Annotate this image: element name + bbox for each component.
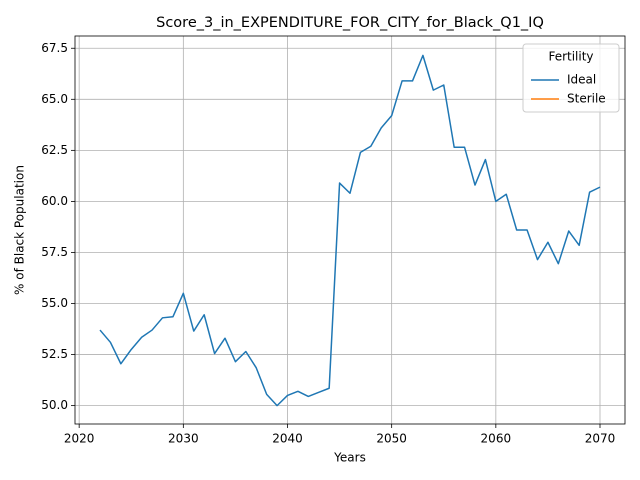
y-tick-label: 57.5 — [41, 245, 68, 259]
x-axis-label: Years — [333, 451, 366, 465]
y-tick-label: 65.0 — [41, 92, 68, 106]
y-tick-label: 50.0 — [41, 398, 68, 412]
x-tick-label: 2030 — [168, 432, 199, 446]
x-tick-label: 2060 — [481, 432, 512, 446]
x-tick-label: 2050 — [376, 432, 407, 446]
legend: Fertility Ideal Sterile — [522, 43, 620, 113]
y-tick-label: 60.0 — [41, 194, 68, 208]
legend-label: Ideal — [567, 73, 596, 87]
legend-label: Sterile — [567, 92, 606, 106]
y-tick-label: 67.5 — [41, 41, 68, 55]
y-tick-label: 52.5 — [41, 347, 68, 361]
x-tick-label: 2070 — [585, 432, 616, 446]
legend-title: Fertility — [548, 50, 593, 64]
x-tick-label: 2040 — [272, 432, 303, 446]
line-series — [99, 54, 601, 407]
x-tick-label: 2020 — [64, 432, 95, 446]
axes-frame — [74, 35, 626, 425]
legend-box — [522, 43, 620, 113]
y-tick-label: 55.0 — [41, 296, 68, 310]
chart-title: Score_3_in_EXPENDITURE_FOR_CITY_for_Blac… — [156, 15, 544, 31]
y-axis-label: % of Black Population — [13, 165, 27, 295]
y-tick-label: 62.5 — [41, 143, 68, 157]
